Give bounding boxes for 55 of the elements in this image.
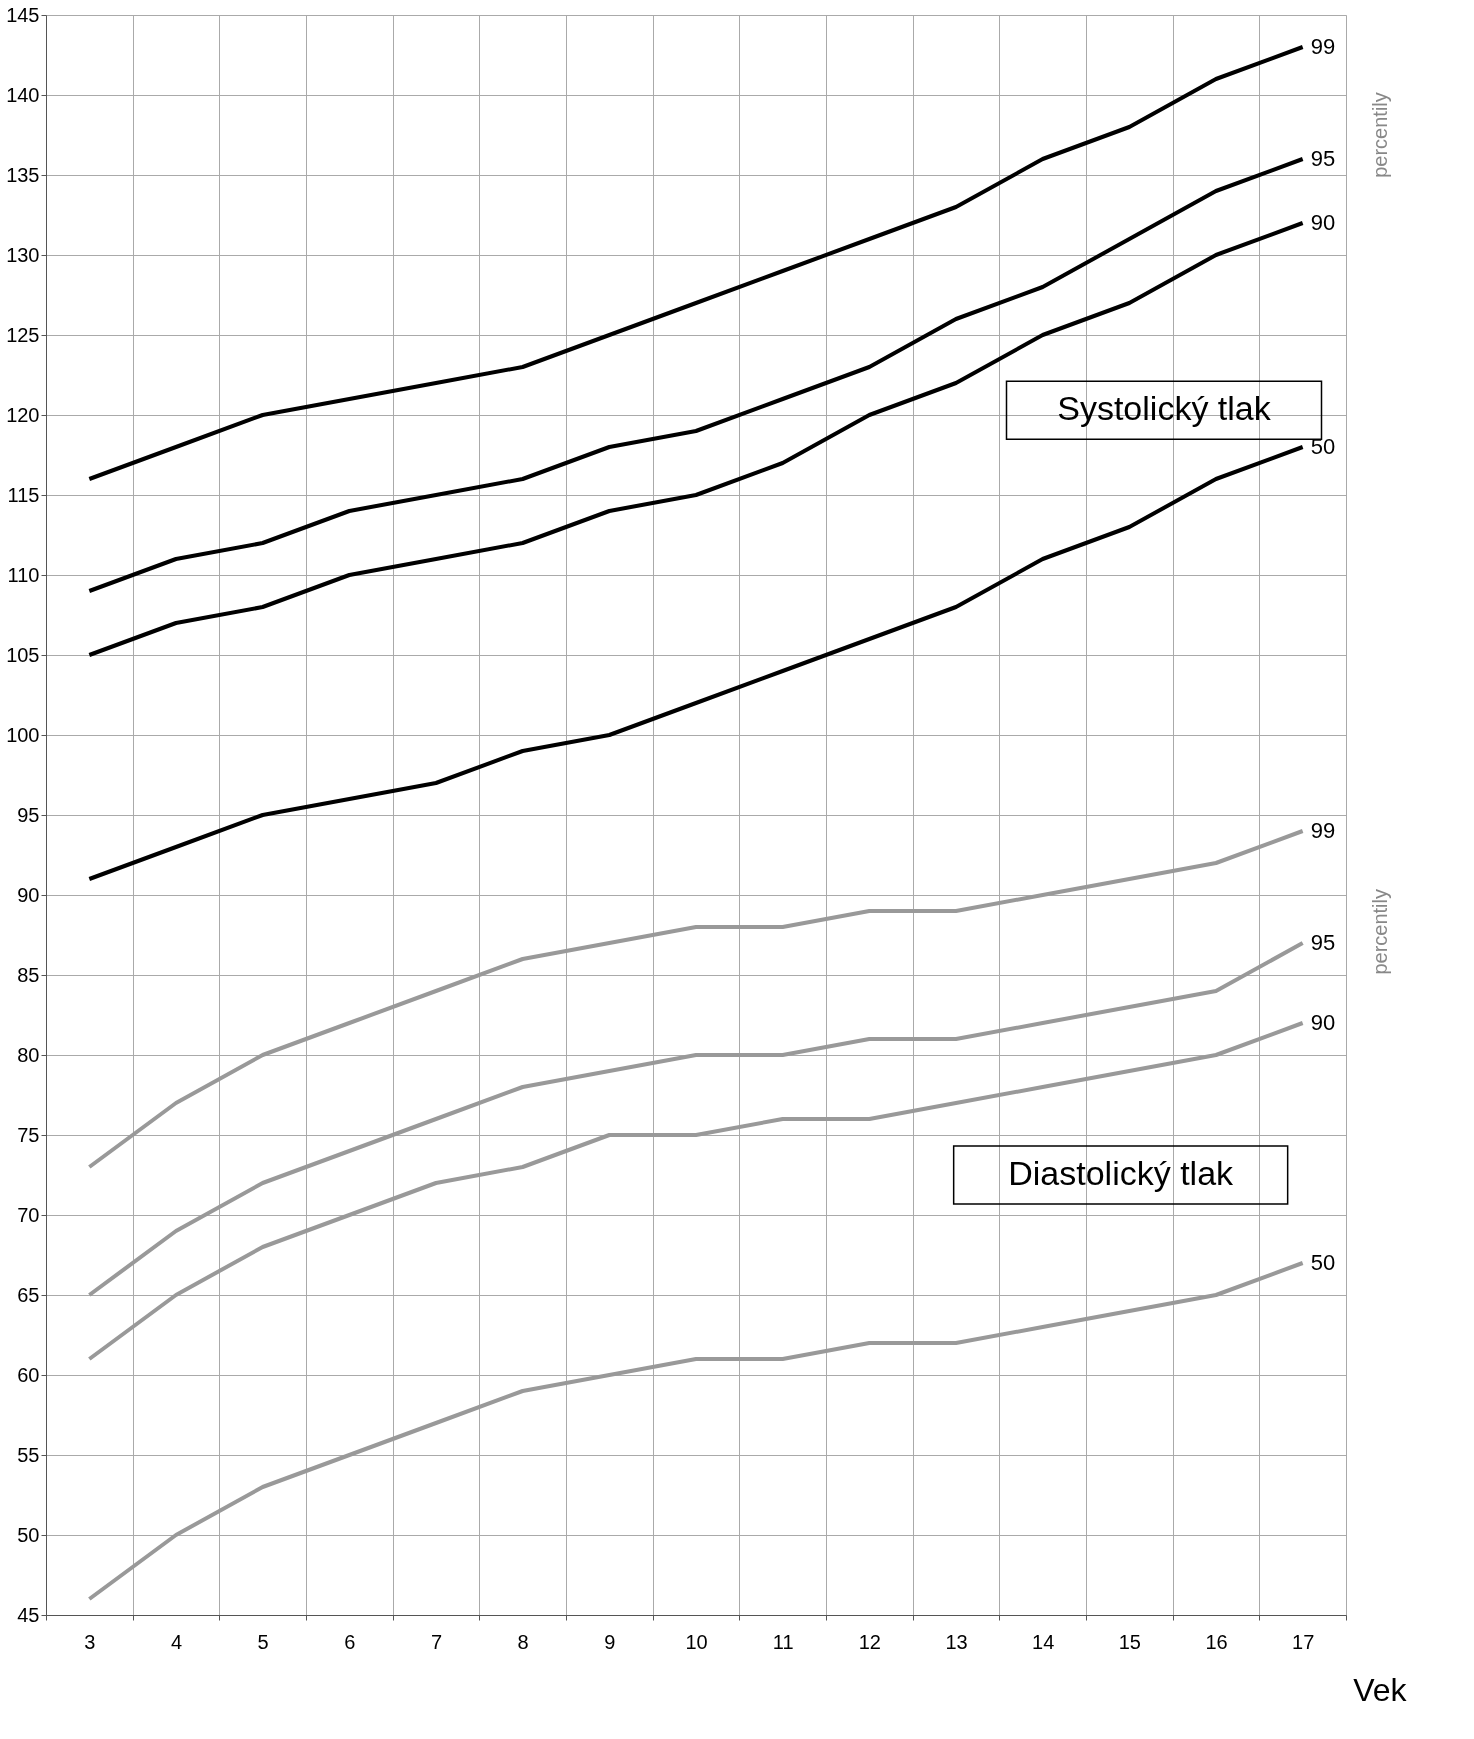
text: percentily: [1368, 92, 1391, 178]
y-tick-label: 105: [6, 643, 40, 666]
x-tick-label: 3: [84, 1630, 96, 1653]
x-tick-label: 9: [604, 1630, 616, 1653]
y-tick-label: 75: [17, 1123, 40, 1146]
x-tick-label: 5: [257, 1630, 269, 1653]
y-tick-label: 45: [17, 1603, 40, 1626]
series-label: 50: [1310, 1250, 1336, 1275]
x-tick-label: 16: [1205, 1630, 1228, 1653]
series-label: 99: [1310, 34, 1336, 59]
series-label: 90: [1310, 1010, 1336, 1035]
series-label: 90: [1310, 210, 1336, 235]
x-tick-label: 11: [772, 1630, 794, 1653]
x-tick-label: 4: [170, 1630, 183, 1653]
line-series: [87, 1021, 1305, 1361]
x-tick-label: 6: [344, 1630, 356, 1653]
y-tick-label: 60: [17, 1363, 40, 1386]
x-tick-label: 17: [1292, 1630, 1315, 1653]
y-tick-label: 135: [6, 163, 40, 186]
line-series: [87, 221, 1305, 657]
y-tick-label: 80: [17, 1043, 40, 1066]
y-tick-label: 100: [6, 723, 40, 746]
x-axis-title: Vek: [1353, 1671, 1408, 1708]
line-series: [87, 1261, 1305, 1601]
x-tick-label: 8: [517, 1630, 529, 1653]
y-tick-label: 90: [17, 883, 40, 906]
y-tick-label: 120: [6, 403, 40, 426]
y-tick-label: 140: [6, 83, 40, 106]
y-tick-label: 145: [6, 3, 40, 26]
annotation: Diastolický tlak: [1008, 1154, 1235, 1192]
series-label: 99: [1310, 818, 1336, 843]
line-series: [87, 45, 1305, 481]
y-tick-label: 95: [17, 803, 40, 826]
y-tick-label: 50: [17, 1523, 40, 1546]
x-tick-label: 15: [1118, 1630, 1141, 1653]
x-tick-label: 7: [430, 1630, 443, 1653]
x-tick-label: 14: [1032, 1630, 1055, 1653]
line-series: [87, 157, 1305, 593]
y-tick-label: 115: [7, 483, 40, 506]
annotation: Systolický tlak: [1057, 389, 1272, 428]
line-series: [87, 941, 1305, 1297]
y-tick-label: 125: [6, 323, 40, 346]
series-label: 95: [1310, 146, 1336, 171]
y-tick-label: 65: [17, 1283, 40, 1306]
y-tick-label: 55: [17, 1443, 40, 1466]
x-tick-label: 13: [945, 1630, 968, 1653]
line-series: [87, 445, 1305, 881]
text: percentily: [1368, 889, 1391, 975]
x-tick-label: 10: [685, 1630, 708, 1653]
y-tick-label: 85: [17, 963, 40, 986]
series-label: 95: [1310, 930, 1336, 955]
y-tick-label: 70: [17, 1203, 40, 1226]
y-tick-label: 130: [6, 243, 40, 266]
y-tick-label: 110: [7, 563, 40, 586]
x-tick-label: 12: [858, 1630, 881, 1653]
